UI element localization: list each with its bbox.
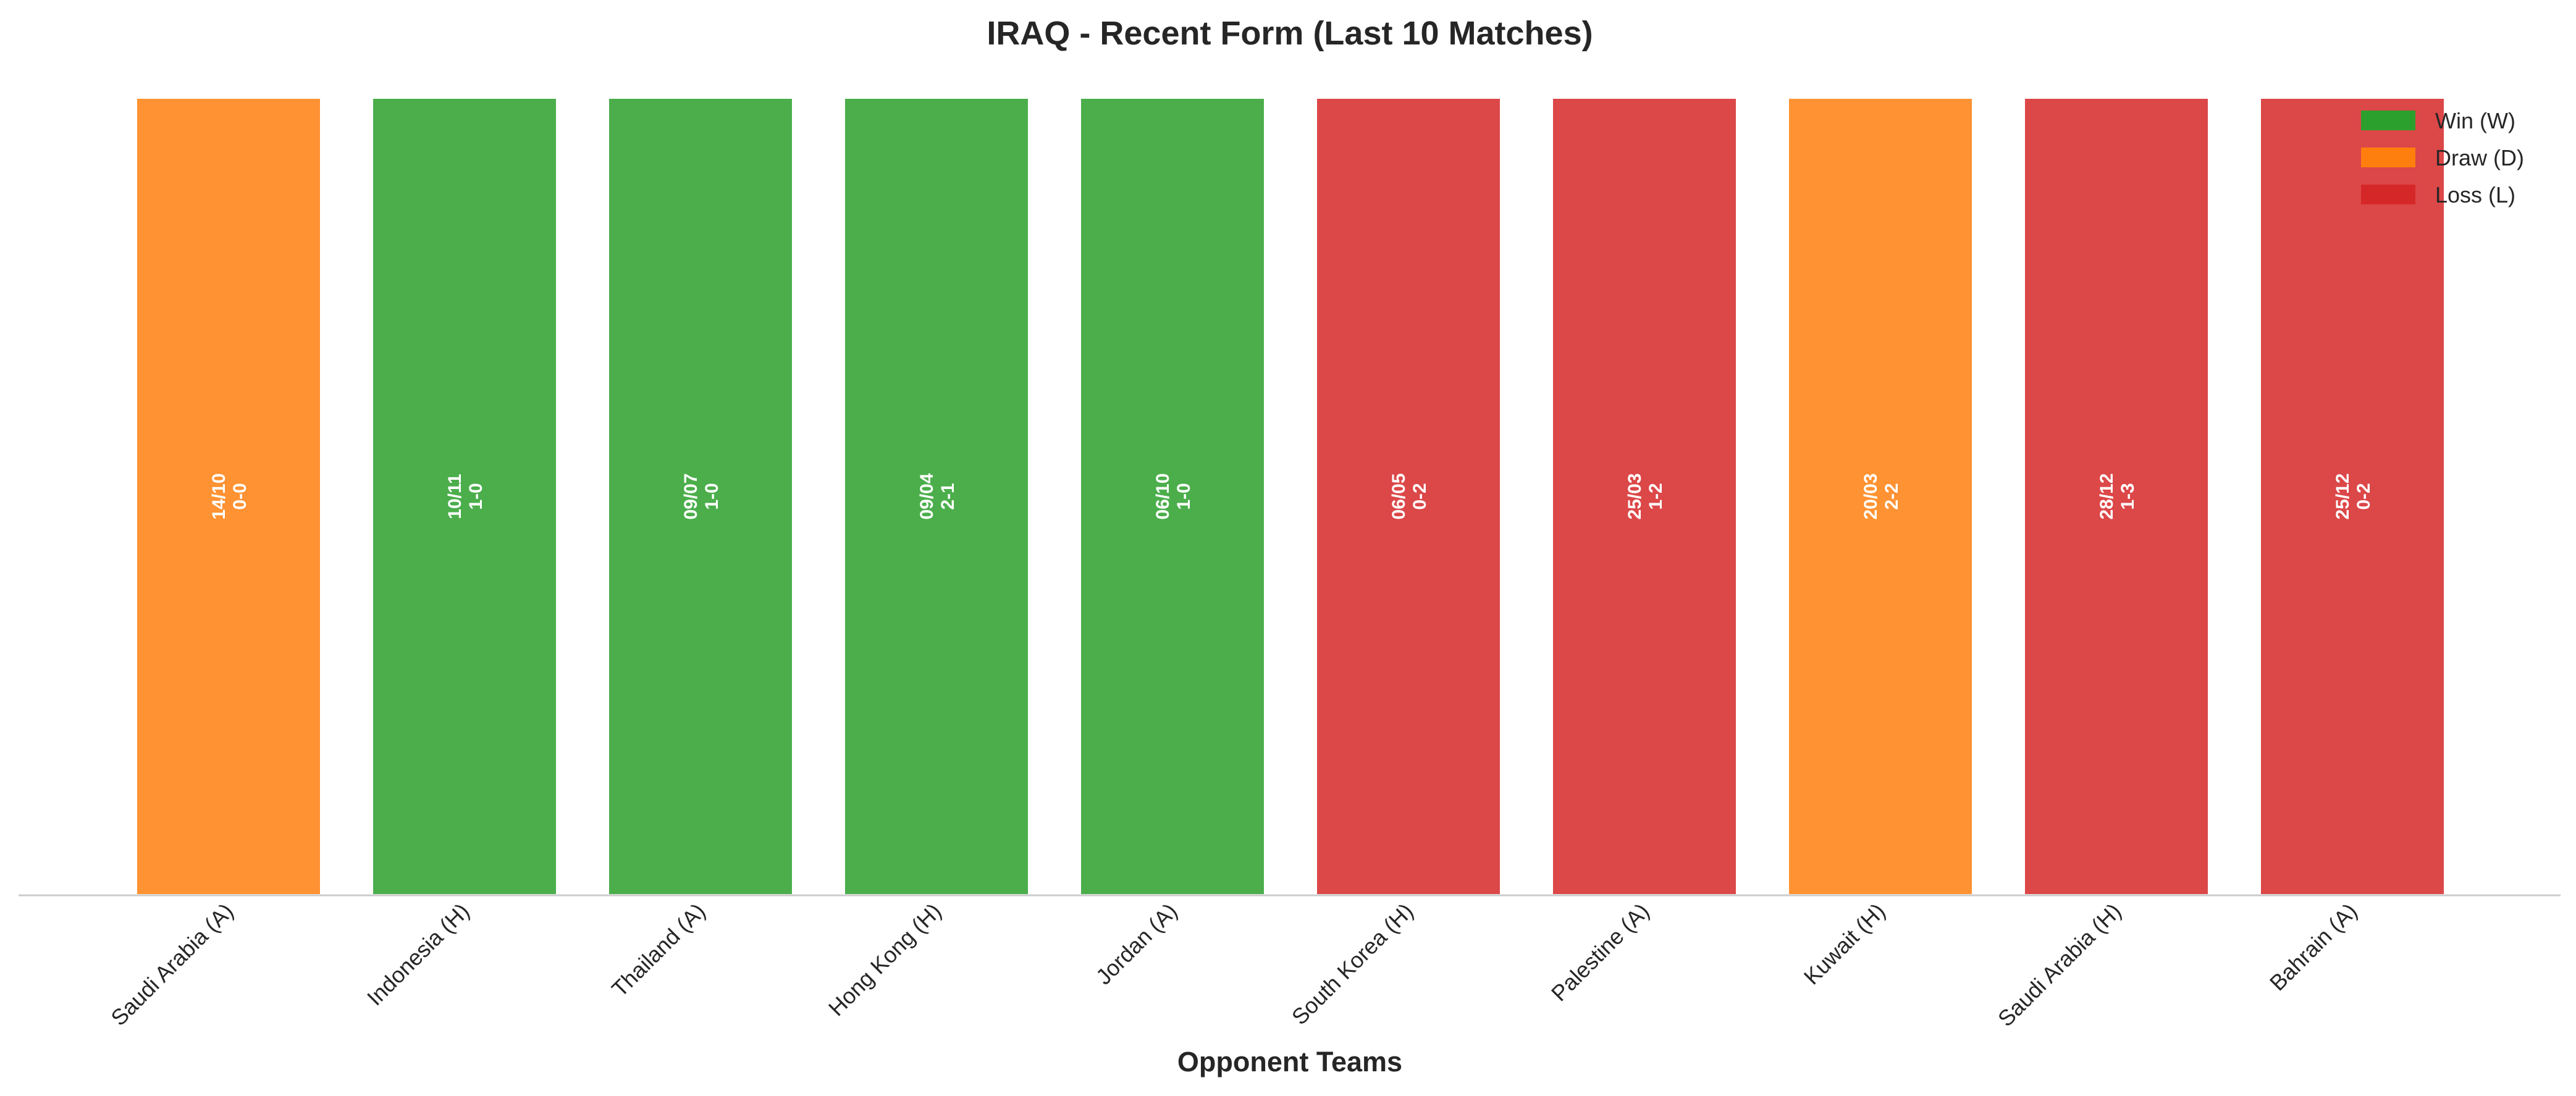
bar-score: 1-0 (1174, 483, 1194, 509)
x-axis-label: Opponent Teams (1177, 1046, 1402, 1077)
x-tick-label-8: Kuwait (H) (1799, 898, 1890, 990)
bar-date: 28/12 (2097, 473, 2117, 519)
bar-label-4: 09/042-1 (917, 473, 958, 519)
bar-date: 06/10 (1153, 473, 1173, 519)
x-tick-label-6: South Korea (H) (1287, 898, 1418, 1030)
bar-label-6: 06/050-2 (1389, 473, 1430, 519)
legend-label-w: Win (W) (2435, 108, 2515, 133)
bar-8 (1787, 96, 1974, 897)
bar-score: 1-0 (702, 483, 722, 509)
x-tick-label-7: Palestine (A) (1546, 898, 1654, 1006)
x-tick-label-3: Thailand (A) (607, 898, 710, 1002)
bar-date: 09/07 (681, 473, 701, 519)
bar-score: 0-0 (230, 483, 250, 509)
bar-label-2: 10/111-0 (445, 474, 486, 519)
bar-score: 2-1 (938, 483, 958, 509)
bar-label-8: 20/032-2 (1861, 473, 1902, 519)
bar-date: 20/03 (1861, 473, 1881, 519)
legend-swatch-l (2361, 185, 2415, 204)
x-tick-label-1: Saudi Arabia (A) (106, 898, 238, 1031)
bar-6 (1315, 96, 1502, 897)
bar-score: 0-2 (2354, 483, 2374, 509)
bar-9 (2022, 96, 2210, 897)
x-tick-label-9: Saudi Arabia (H) (1993, 898, 2126, 1032)
chart-title: IRAQ - Recent Form (Last 10 Matches) (987, 15, 1593, 52)
x-tick-label-10: Bahrain (A) (2265, 898, 2362, 996)
bar-label-3: 09/071-0 (681, 473, 722, 519)
bar-date: 06/05 (1389, 473, 1409, 519)
x-tick-labels: Saudi Arabia (A) Indonesia (H) Thailand (A… (106, 898, 2362, 1032)
x-tick-label-2: Indonesia (H) (362, 898, 474, 1011)
legend-label-l: Loss (L) (2435, 182, 2515, 207)
bar-1 (135, 96, 322, 897)
bar-score: 1-3 (2118, 483, 2138, 509)
bar-score: 1-0 (466, 483, 486, 509)
bar-label-9: 28/121-3 (2097, 473, 2138, 519)
bar-3 (607, 96, 794, 897)
bar-label-7: 25/031-2 (1625, 473, 1666, 519)
legend-swatch-d (2361, 148, 2415, 167)
bar-date: 09/04 (917, 473, 937, 519)
bar-score: 1-2 (1646, 483, 1666, 509)
bar-5 (1079, 96, 1266, 897)
bar-label-1: 14/100-0 (209, 473, 250, 519)
x-tick-label-5: Jordan (A) (1091, 898, 1182, 990)
bar-10 (2258, 96, 2446, 897)
bar-4 (843, 96, 1030, 897)
bar-2 (371, 96, 558, 897)
bar-date: 25/12 (2333, 473, 2353, 519)
bar-date: 14/10 (209, 473, 229, 519)
bar-date: 25/03 (1625, 473, 1645, 519)
x-tick-label-4: Hong Kong (H) (823, 898, 946, 1021)
bar-date: 10/11 (445, 474, 465, 519)
legend-swatch-w (2361, 111, 2415, 130)
legend-label-d: Draw (D) (2435, 145, 2524, 170)
bar-score: 0-2 (1410, 483, 1430, 509)
bar-label-5: 06/101-0 (1153, 473, 1194, 519)
bar-7 (1551, 96, 1738, 897)
legend: Win (W) Draw (D) Loss (L) (2361, 108, 2524, 207)
bar-label-10: 25/120-2 (2333, 473, 2374, 519)
bar-score: 2-2 (1882, 483, 1902, 509)
bars-layer: 14/100-0 10/111-0 09/071-0 09/042-1 06/101-0… (135, 96, 2446, 897)
